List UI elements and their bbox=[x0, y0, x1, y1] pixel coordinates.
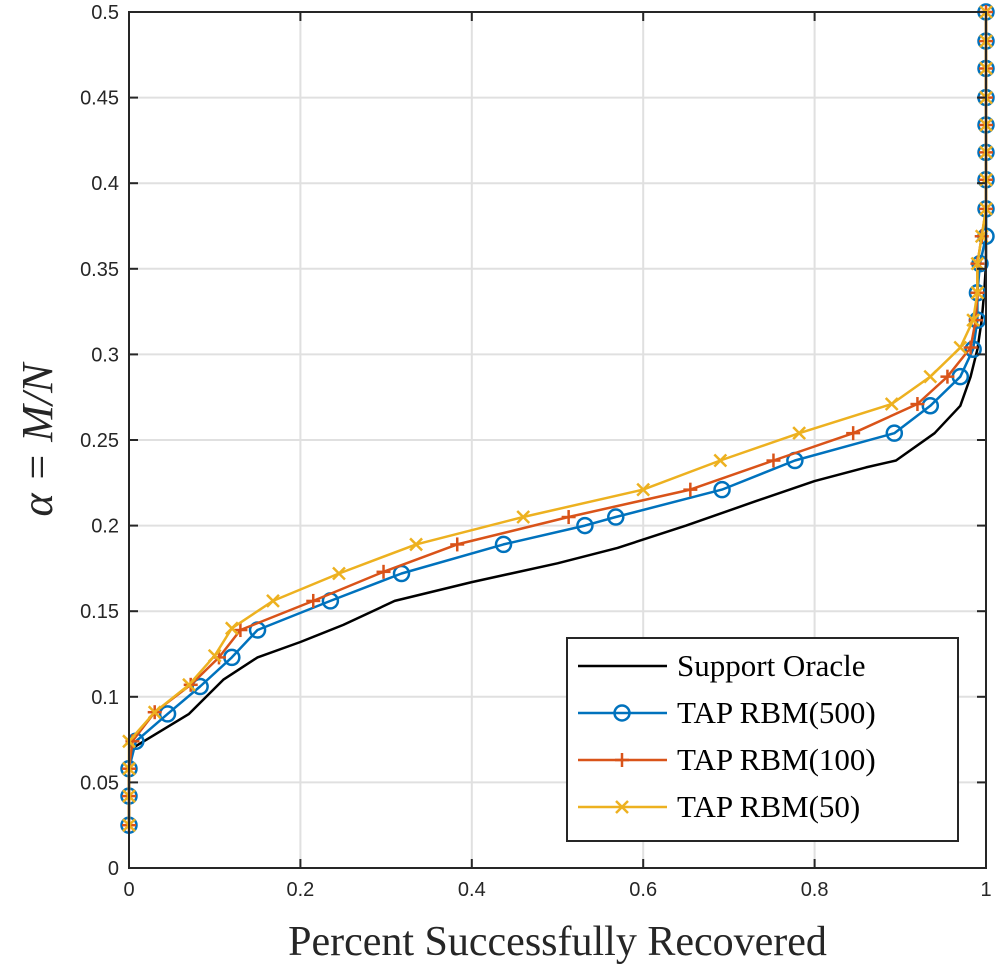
plus-marker bbox=[963, 340, 978, 355]
y-tick-label: 0.1 bbox=[91, 687, 119, 709]
y-tick-label: 0.25 bbox=[80, 430, 119, 452]
legend-item: TAP RBM(100) bbox=[578, 742, 876, 777]
y-tick-label: 0.5 bbox=[91, 2, 119, 24]
x-marker bbox=[147, 705, 162, 720]
legend-item: TAP RBM(500) bbox=[578, 695, 876, 730]
y-tick-label: 0.3 bbox=[91, 344, 119, 366]
x-marker bbox=[792, 426, 807, 441]
x-marker bbox=[224, 621, 239, 636]
x-marker bbox=[636, 482, 651, 497]
plus-marker bbox=[450, 537, 465, 552]
ticks: 0 0.2 0.4 0.6 0.8 1 0 0.05 0.1 0.15 0.2 0.25 0.3 0.35… bbox=[80, 2, 992, 901]
plus-marker bbox=[615, 753, 629, 767]
x-marker bbox=[713, 453, 728, 468]
plus-marker bbox=[683, 482, 698, 497]
y-tick-label: 0.45 bbox=[80, 88, 119, 110]
circle-marker bbox=[607, 508, 625, 526]
x-tick-label: 0.4 bbox=[458, 879, 486, 901]
circle-marker bbox=[885, 424, 904, 442]
x-tick-label: 1 bbox=[980, 879, 991, 901]
x-marker bbox=[409, 537, 423, 552]
x-tick-label: 0 bbox=[123, 879, 134, 901]
x-marker bbox=[266, 594, 280, 608]
legend-label: TAP RBM(100) bbox=[677, 742, 876, 777]
x-axis-label: Percent Successfully Recovered bbox=[288, 919, 827, 965]
x-marker bbox=[615, 800, 629, 814]
plus-marker bbox=[766, 453, 781, 468]
x-marker bbox=[953, 340, 968, 355]
y-tick-label: 0.35 bbox=[80, 259, 119, 281]
legend-item: TAP RBM(50) bbox=[578, 789, 860, 824]
x-tick-label: 0.2 bbox=[286, 879, 314, 901]
x-marker bbox=[923, 369, 938, 384]
y-tick-label: 0.05 bbox=[80, 772, 119, 794]
y-tick-label: 0.4 bbox=[91, 173, 119, 195]
y-axis-label: α = M/N bbox=[13, 361, 62, 517]
legend-label: TAP RBM(50) bbox=[677, 789, 860, 824]
x-tick-label: 0.6 bbox=[629, 879, 657, 901]
plus-marker bbox=[968, 313, 983, 328]
circle-marker bbox=[921, 397, 940, 415]
circle-marker bbox=[494, 535, 513, 554]
x-marker bbox=[332, 566, 346, 581]
legend: Support Oracle TAP RBM(500) TAP RBM(100) TA… bbox=[566, 637, 959, 842]
circle-marker bbox=[158, 705, 177, 723]
x-tick-label: 0.8 bbox=[801, 879, 829, 901]
plus-marker bbox=[376, 564, 391, 579]
legend-label: TAP RBM(500) bbox=[677, 695, 876, 730]
circle-marker bbox=[191, 677, 209, 696]
plus-marker bbox=[233, 623, 248, 638]
y-tick-label: 0.2 bbox=[91, 516, 119, 538]
x-marker bbox=[970, 256, 985, 271]
circle-marker bbox=[964, 340, 982, 359]
y-tick-label: 0 bbox=[108, 858, 119, 880]
legend-label: Support Oracle bbox=[677, 648, 866, 683]
y-tick-label: 0.15 bbox=[80, 601, 119, 623]
plus-marker bbox=[910, 397, 925, 412]
x-marker bbox=[207, 648, 222, 663]
x-marker bbox=[516, 510, 531, 524]
x-marker bbox=[970, 285, 985, 300]
plus-marker bbox=[940, 369, 955, 384]
x-marker bbox=[966, 313, 981, 328]
circle-marker bbox=[576, 516, 594, 535]
plus-marker bbox=[306, 593, 321, 608]
circle-marker bbox=[713, 480, 731, 499]
x-marker bbox=[884, 397, 899, 411]
plus-marker bbox=[846, 426, 861, 441]
x-marker bbox=[182, 677, 196, 692]
plus-marker bbox=[561, 510, 576, 525]
legend-item: Support Oracle bbox=[578, 648, 866, 683]
circle-marker bbox=[613, 704, 631, 722]
